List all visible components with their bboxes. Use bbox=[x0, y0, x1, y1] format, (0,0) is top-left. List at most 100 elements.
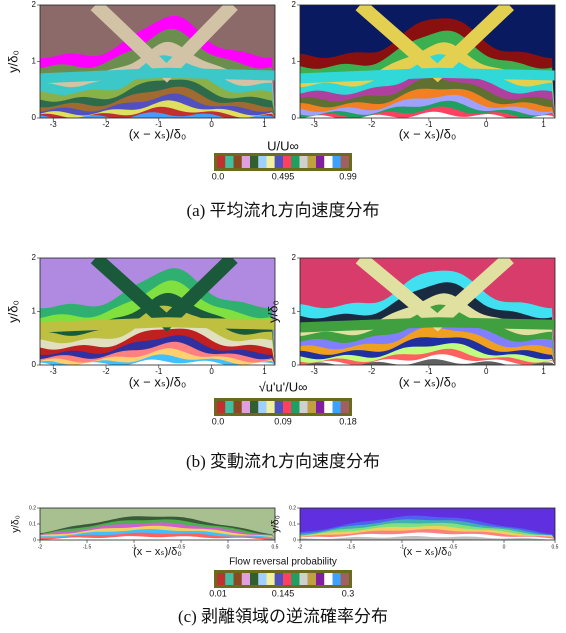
x-axis-label: (x − xₛ)/δ₀ bbox=[133, 546, 182, 558]
x-tick-label: -3 bbox=[311, 367, 319, 376]
caption: (b) 変動流れ方向速度分布 bbox=[186, 452, 380, 471]
contour bbox=[297, 258, 561, 367]
colorbar-swatch bbox=[324, 401, 332, 413]
contour bbox=[37, 5, 280, 120]
y-tick-label: 0 bbox=[293, 537, 296, 543]
colorbar-swatch bbox=[291, 573, 299, 585]
colorbar-swatch bbox=[250, 401, 258, 413]
colorbar-title: U/U∞ bbox=[267, 138, 299, 153]
colorbar-swatch bbox=[300, 156, 308, 168]
colorbar-label: 0.0 bbox=[212, 416, 225, 426]
colorbar-swatch bbox=[267, 401, 275, 413]
y-tick-label: 2 bbox=[292, 0, 297, 9]
y-axis-label: y/δ₀ bbox=[5, 50, 20, 73]
y-axis-label: y/δ₀ bbox=[5, 300, 20, 323]
x-axis-label: (x − xₛ)/δ₀ bbox=[129, 374, 187, 389]
x-tick-label: 0 bbox=[209, 120, 214, 129]
colorbar-swatch bbox=[242, 573, 250, 585]
y-axis-label: y/δ₀ bbox=[11, 515, 22, 533]
colorbar-swatch bbox=[267, 573, 275, 585]
y-tick-label: 1 bbox=[32, 57, 37, 66]
x-tick-label: -3 bbox=[50, 367, 58, 376]
x-tick-label: -2 bbox=[102, 367, 110, 376]
colorbar-swatch bbox=[275, 401, 283, 413]
x-tick-label: 1 bbox=[262, 367, 267, 376]
x-tick-label: 1 bbox=[262, 120, 267, 129]
x-tick-label: 1 bbox=[541, 120, 546, 129]
colorbar-swatch bbox=[324, 573, 332, 585]
colorbar-swatch bbox=[333, 401, 341, 413]
colorbar-swatch bbox=[225, 401, 233, 413]
colorbar-swatch bbox=[341, 573, 349, 585]
colorbar-swatch bbox=[242, 401, 250, 413]
x-tick-label: -1.5 bbox=[347, 544, 356, 550]
y-tick-label: 2 bbox=[292, 253, 297, 262]
colorbar-swatch bbox=[308, 156, 316, 168]
colorbar-swatch bbox=[316, 401, 324, 413]
colorbar-swatch bbox=[308, 401, 316, 413]
colorbar-swatch bbox=[333, 156, 341, 168]
x-tick-label: -2 bbox=[368, 367, 376, 376]
y-tick-label: 0.1 bbox=[29, 521, 36, 527]
y-tick-label: 0 bbox=[32, 360, 37, 369]
x-tick-label: -2 bbox=[368, 120, 376, 129]
colorbar-swatch bbox=[217, 156, 225, 168]
colorbar-swatch bbox=[242, 156, 250, 168]
x-tick-label: 0.5 bbox=[552, 544, 559, 550]
colorbar-label: 0.09 bbox=[274, 416, 292, 426]
colorbar-swatch bbox=[234, 573, 242, 585]
figure: -3-2-101012(x − xₛ)/δ₀y/δ₀-3-2-101012(x … bbox=[0, 0, 566, 633]
colorbar-swatch bbox=[283, 156, 291, 168]
contour-arm bbox=[297, 73, 561, 79]
colorbar-label: 0.495 bbox=[272, 171, 295, 181]
colorbar-label: 0.3 bbox=[342, 588, 355, 598]
colorbar-label: 0.01 bbox=[209, 588, 227, 598]
colorbar-label: 0.99 bbox=[339, 171, 357, 181]
caption: (c) 剥離領域の逆流確率分布 bbox=[178, 607, 388, 626]
colorbar-swatch bbox=[275, 156, 283, 168]
y-tick-label: 0.1 bbox=[289, 521, 296, 527]
y-tick-label: 0 bbox=[32, 113, 37, 122]
colorbar-swatch bbox=[225, 573, 233, 585]
colorbar-swatch bbox=[225, 156, 233, 168]
colorbar-swatch bbox=[291, 401, 299, 413]
colorbar-swatch bbox=[234, 401, 242, 413]
x-tick-label: -2 bbox=[38, 544, 43, 550]
x-tick-label: -3 bbox=[311, 120, 319, 129]
contour-arm bbox=[37, 322, 280, 327]
colorbar-swatch bbox=[300, 573, 308, 585]
x-axis-label: (x − xₛ)/δ₀ bbox=[399, 126, 457, 141]
y-tick-label: 2 bbox=[32, 0, 37, 9]
colorbar-swatch bbox=[316, 156, 324, 168]
y-tick-label: 0.2 bbox=[29, 505, 36, 511]
colorbar-title: √u'u'/U∞ bbox=[259, 379, 308, 394]
x-tick-label: 0 bbox=[503, 544, 506, 550]
y-tick-label: 1 bbox=[292, 57, 297, 66]
colorbar-label: 0.18 bbox=[339, 416, 357, 426]
colorbar-swatch bbox=[234, 156, 242, 168]
x-tick-label: 0.5 bbox=[272, 544, 279, 550]
x-tick-label: 0 bbox=[227, 544, 230, 550]
y-tick-label: 2 bbox=[32, 253, 37, 262]
contour bbox=[37, 258, 280, 367]
contour-arm bbox=[297, 322, 561, 327]
contour bbox=[40, 508, 275, 540]
contour bbox=[300, 508, 555, 540]
y-axis-label: y/δ₀ bbox=[271, 515, 282, 533]
x-tick-label: -1.5 bbox=[83, 544, 92, 550]
colorbar-title: Flow reversal probability bbox=[229, 557, 337, 568]
colorbar-swatch bbox=[291, 156, 299, 168]
x-tick-label: 0 bbox=[484, 367, 489, 376]
x-tick-label: -2 bbox=[298, 544, 303, 550]
caption: (a) 平均流れ方向速度分布 bbox=[186, 201, 379, 220]
x-tick-label: -3 bbox=[50, 120, 58, 129]
colorbar-swatch bbox=[275, 573, 283, 585]
colorbar-swatch bbox=[341, 401, 349, 413]
y-axis-label: y/δ₀ bbox=[265, 300, 280, 323]
x-tick-label: -2 bbox=[102, 120, 110, 129]
colorbar-swatch bbox=[316, 573, 324, 585]
colorbar-swatch bbox=[283, 573, 291, 585]
x-tick-label: 0 bbox=[484, 120, 489, 129]
y-tick-label: 0 bbox=[33, 537, 36, 543]
colorbar-swatch bbox=[258, 401, 266, 413]
